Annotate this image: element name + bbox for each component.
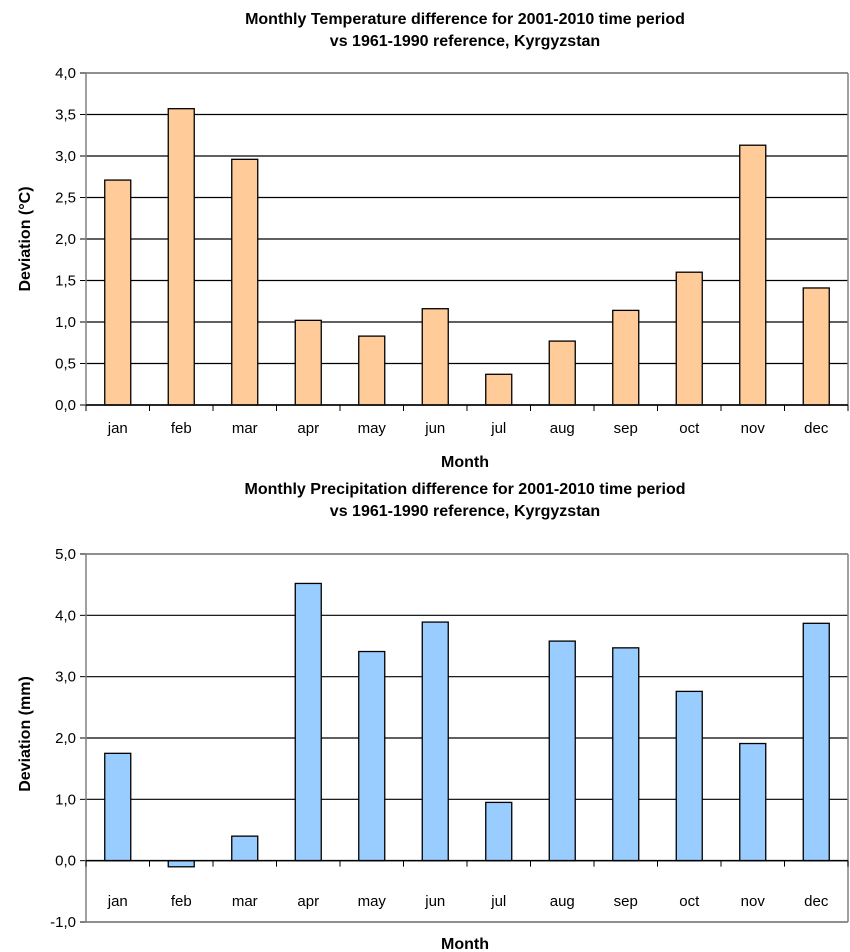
bar-oct <box>675 271 703 406</box>
y-tick-label: 4,0 <box>55 65 76 82</box>
x-tick-label: apr <box>297 893 319 910</box>
chart-title: Monthly Temperature difference for 2001-… <box>245 11 685 28</box>
temperature-chart: Monthly Temperature difference for 2001-… <box>17 11 849 470</box>
bar-nov <box>739 144 767 406</box>
x-tick-label: mar <box>232 893 258 910</box>
bar-dec <box>802 287 830 406</box>
x-tick-label: oct <box>679 893 700 910</box>
x-tick-label: jul <box>490 420 506 437</box>
y-tick-label: 3,5 <box>55 107 76 124</box>
x-tick-label: may <box>358 893 387 910</box>
bar-jun <box>421 308 449 406</box>
x-axis-label: Month <box>441 454 489 470</box>
x-tick-label: sep <box>614 420 638 437</box>
x-axis-label: Month <box>441 936 489 952</box>
y-tick-label: 1,5 <box>55 273 76 290</box>
y-tick-label: 0,0 <box>55 853 76 870</box>
x-tick-label: sep <box>614 893 638 910</box>
bar-nov <box>739 742 767 862</box>
y-tick-label: 1,0 <box>55 791 76 808</box>
x-tick-label: dec <box>804 893 829 910</box>
y-tick-label: 2,0 <box>55 730 76 747</box>
bar-jan <box>104 752 132 862</box>
x-tick-label: nov <box>741 893 766 910</box>
chart-title: Monthly Precipitation difference for 200… <box>245 481 686 498</box>
bar-jan <box>104 179 132 406</box>
x-tick-label: jan <box>107 420 128 437</box>
bar-mar <box>231 158 259 406</box>
y-tick-label: 2,0 <box>55 231 76 248</box>
chart-subtitle: vs 1961-1990 reference, Kyrgyzstan <box>330 33 600 50</box>
precipitation-chart: Monthly Precipitation difference for 200… <box>17 481 849 952</box>
x-tick-label: feb <box>171 893 192 910</box>
bar-aug <box>548 340 576 406</box>
x-tick-label: jul <box>490 893 506 910</box>
y-tick-label: 0,0 <box>55 397 76 414</box>
y-tick-label: 5,0 <box>55 546 76 563</box>
bar-mar <box>231 835 259 862</box>
y-tick-label: 4,0 <box>55 607 76 624</box>
y-axis-label: Deviation (°C) <box>17 186 34 291</box>
y-tick-label: 3,0 <box>55 669 76 686</box>
bar-feb <box>167 108 195 406</box>
x-tick-label: feb <box>171 420 192 437</box>
x-tick-label: may <box>358 420 387 437</box>
y-tick-label: 0,5 <box>55 356 76 373</box>
bar-sep <box>612 647 640 862</box>
x-tick-label: dec <box>804 420 829 437</box>
x-tick-label: nov <box>741 420 766 437</box>
x-tick-label: aug <box>550 420 575 437</box>
bar-jul <box>485 801 513 862</box>
bar-oct <box>675 690 703 862</box>
bar-apr <box>294 582 322 862</box>
x-tick-label: aug <box>550 893 575 910</box>
bar-may <box>358 335 386 406</box>
bar-may <box>358 650 386 862</box>
x-tick-label: oct <box>679 420 700 437</box>
x-tick-label: jun <box>424 420 445 437</box>
y-tick-label: -1,0 <box>50 914 76 931</box>
chart-subtitle: vs 1961-1990 reference, Kyrgyzstan <box>330 503 600 520</box>
bar-feb <box>167 860 195 868</box>
bar-sep <box>612 309 640 406</box>
bar-apr <box>294 319 322 406</box>
bar-aug <box>548 640 576 862</box>
x-tick-label: mar <box>232 420 258 437</box>
x-tick-label: jun <box>424 893 445 910</box>
y-tick-label: 3,0 <box>55 148 76 165</box>
x-tick-label: apr <box>297 420 319 437</box>
bar-jun <box>421 621 449 862</box>
y-tick-label: 2,5 <box>55 190 76 207</box>
y-axis-label: Deviation (mm) <box>17 676 34 792</box>
x-tick-label: jan <box>107 893 128 910</box>
bar-dec <box>802 622 830 862</box>
bar-jul <box>485 373 513 406</box>
y-tick-label: 1,0 <box>55 314 76 331</box>
